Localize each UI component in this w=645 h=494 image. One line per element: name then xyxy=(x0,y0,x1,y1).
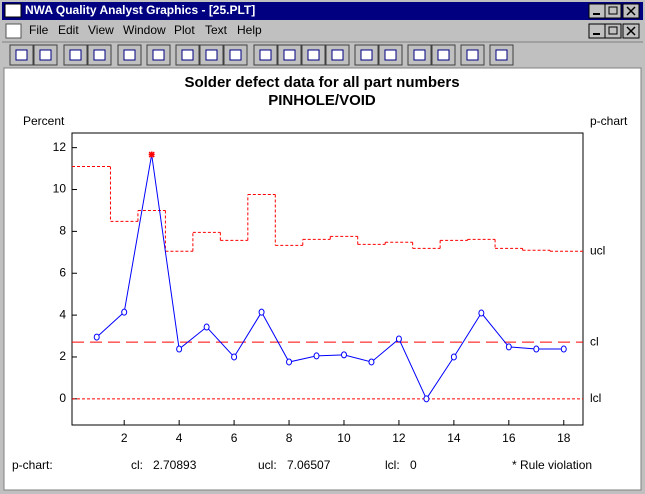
toolbar-icon xyxy=(39,49,52,61)
toolbar-icon xyxy=(466,49,479,61)
menu-item[interactable]: Window xyxy=(123,23,166,37)
footer-text: 2.70893 xyxy=(153,458,197,472)
menu-bar: File Edit View Window Plot Text Help xyxy=(29,23,262,37)
toolbar-icon xyxy=(229,49,242,61)
x-tick-label: 8 xyxy=(286,431,293,445)
footer-text: ucl: xyxy=(258,458,277,472)
toolbar-icon xyxy=(205,49,218,61)
window-title: NWA Quality Analyst Graphics - [25.PLT] xyxy=(25,3,255,17)
footer-text: cl: xyxy=(131,458,143,472)
footer-text: * Rule violation xyxy=(512,458,592,472)
chart-title: Solder defect data for all part numbers xyxy=(184,74,459,91)
point-marker xyxy=(231,353,238,361)
toolbar-icon xyxy=(495,49,508,61)
footer-text: lcl: xyxy=(385,458,400,472)
window-controls[interactable] xyxy=(588,3,640,39)
violation-marker xyxy=(148,151,155,158)
point-marker xyxy=(340,351,347,359)
toolbar-icon xyxy=(181,49,194,61)
menu-item[interactable]: Plot xyxy=(174,23,195,37)
x-tick-label: 10 xyxy=(337,431,351,445)
point-marker xyxy=(121,308,128,316)
toolbar-icon xyxy=(384,49,397,61)
y-tick-label: 4 xyxy=(59,307,66,321)
point-marker xyxy=(395,335,402,343)
chart: Solder defect data for all part numbersP… xyxy=(12,74,628,472)
limit-label: ucl xyxy=(590,243,605,257)
minimize-button[interactable] xyxy=(588,3,606,19)
toolbar-icon xyxy=(69,49,82,61)
chart-type-label: p-chart xyxy=(590,114,628,128)
point-marker xyxy=(423,395,430,403)
y-tick-label: 6 xyxy=(59,265,66,279)
x-tick-label: 12 xyxy=(392,431,406,445)
chart-area xyxy=(3,67,642,491)
y-tick-label: 0 xyxy=(59,391,66,405)
x-tick-label: 6 xyxy=(231,431,238,445)
y-tick-label: 2 xyxy=(59,349,66,363)
toolbar-icon xyxy=(123,49,136,61)
point-marker xyxy=(203,323,210,331)
toolbar-icon xyxy=(413,49,426,61)
point-marker xyxy=(176,345,183,353)
point-marker xyxy=(93,333,100,341)
limit-label: lcl xyxy=(590,391,601,405)
mdi-minimize[interactable] xyxy=(588,23,606,39)
point-marker xyxy=(533,345,540,353)
menu-item[interactable]: Text xyxy=(205,23,228,37)
toolbar-icon xyxy=(259,49,272,61)
point-marker xyxy=(560,345,567,353)
y-tick-label: 12 xyxy=(53,140,67,154)
plot-frame xyxy=(71,132,584,426)
x-tick-label: 14 xyxy=(447,431,461,445)
toolbar-icon xyxy=(307,49,320,61)
maximize-button[interactable] xyxy=(604,3,622,19)
app-icon xyxy=(4,3,22,18)
mdi-restore[interactable] xyxy=(604,23,622,39)
toolbar-icon xyxy=(152,49,165,61)
point-marker xyxy=(450,353,457,361)
menu-item[interactable]: View xyxy=(88,23,114,37)
toolbar-icon xyxy=(331,49,344,61)
doc-icon xyxy=(5,23,22,39)
menu-item[interactable]: Help xyxy=(237,23,262,37)
x-tick-label: 18 xyxy=(557,431,571,445)
chart-subtitle: PINHOLE/VOID xyxy=(268,92,376,109)
title-bar xyxy=(2,2,643,20)
point-marker xyxy=(368,358,375,366)
toolbar-icon xyxy=(93,49,106,61)
y-axis-label: Percent xyxy=(23,114,65,128)
footer-text: 7.06507 xyxy=(287,458,331,472)
point-marker xyxy=(286,358,293,366)
y-tick-label: 8 xyxy=(59,224,66,238)
y-tick-label: 10 xyxy=(53,182,67,196)
footer-text: p-chart: xyxy=(12,458,53,472)
x-tick-label: 2 xyxy=(121,431,128,445)
toolbar-icon xyxy=(360,49,373,61)
footer-text: 0 xyxy=(410,458,417,472)
toolbar xyxy=(9,44,514,66)
point-marker xyxy=(258,308,265,316)
menu-item[interactable]: File xyxy=(29,23,49,37)
menu-item[interactable]: Edit xyxy=(58,23,79,37)
toolbar-icon xyxy=(283,49,296,61)
toolbar-icon xyxy=(15,49,28,61)
toolbar-icon xyxy=(437,49,450,61)
series-line xyxy=(96,154,564,400)
point-marker xyxy=(478,309,485,317)
limit-label: cl xyxy=(590,334,599,348)
x-tick-label: 16 xyxy=(502,431,516,445)
point-marker xyxy=(313,352,320,360)
x-tick-label: 4 xyxy=(176,431,183,445)
point-marker xyxy=(505,343,512,351)
